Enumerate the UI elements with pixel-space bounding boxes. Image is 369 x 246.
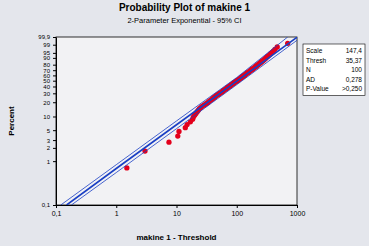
x-tick-label: 0,1: [52, 210, 62, 217]
y-tick-mark: [53, 45, 56, 46]
x-tick-mark: [177, 205, 178, 208]
title: Probability Plot of makine 1: [119, 2, 251, 13]
y-tick: 5: [47, 128, 56, 134]
y-tick-label: 5: [47, 128, 51, 134]
x-tick: 1000: [290, 205, 306, 217]
y-tick-mark: [53, 140, 56, 141]
y-tick-mark: [53, 93, 56, 94]
y-tick: 30: [43, 91, 56, 97]
y-tick: 80: [43, 62, 56, 68]
x-tick: 0,1: [52, 205, 62, 217]
y-tick-mark: [53, 75, 56, 76]
y-tick-label: 99,9: [38, 34, 50, 40]
y-tick-label: 40: [43, 84, 50, 90]
plot: 0,111010010000,1123510203040506070809095…: [38, 34, 305, 217]
y-tick-label: 2: [47, 145, 51, 151]
y-tick-label: 0,1: [42, 202, 51, 208]
line: [61, 37, 288, 205]
marks: [61, 37, 297, 205]
stats-label: P-Value: [306, 85, 329, 92]
y-tick-label: 20: [43, 100, 50, 106]
stats-label: Thresh: [306, 57, 327, 64]
y-tick-label: 30: [43, 91, 50, 97]
y-tick: 50: [43, 78, 56, 84]
y-tick-mark: [53, 161, 56, 162]
point: [175, 133, 180, 138]
y-tick: 40: [43, 84, 56, 90]
y-tick-label: 80: [43, 62, 50, 68]
x-axis-title: makine 1 - Threshold: [136, 233, 216, 242]
x-tick: 1: [115, 205, 119, 217]
y-tick-label: 95: [43, 50, 50, 56]
x-tick-label: 10: [173, 210, 181, 217]
x-tick-mark: [237, 205, 238, 208]
stats-label: N: [306, 66, 311, 73]
y-tick: 0,1: [42, 202, 56, 208]
x-tick-mark: [297, 205, 298, 208]
plot-frame: [56, 37, 297, 205]
y-tick: 99: [43, 42, 56, 48]
y-tick-label: 10: [43, 114, 50, 120]
y-tick-label: 50: [43, 78, 50, 84]
y-tick-label: 99: [43, 42, 50, 48]
x-tick-label: 1000: [290, 210, 306, 217]
y-tick-mark: [53, 58, 56, 59]
y-tick: 20: [43, 100, 56, 106]
y-tick-mark: [53, 130, 56, 131]
y-tick-mark: [53, 70, 56, 71]
stats-box: Scale 147,4 Thresh 35,37 N 100 AD 0,278 P-Value >…: [303, 44, 365, 96]
subtitle: 2-Parameter Exponential - 95% CI: [127, 16, 241, 25]
x-tick: 10: [173, 205, 181, 217]
y-tick: 2: [47, 145, 56, 151]
stats-value: 100: [351, 66, 362, 73]
y-tick: 1: [47, 159, 56, 165]
y-tick-label: 70: [43, 68, 50, 74]
stats-value: 35,37: [346, 57, 363, 64]
y-tick: 95: [43, 50, 56, 56]
stats-label: AD: [306, 76, 315, 83]
y-axis-line: [56, 38, 57, 206]
stats-frame: [303, 44, 365, 96]
stats-label: Scale: [306, 47, 323, 54]
stats-value: 0,278: [346, 76, 363, 83]
y-axis-title: Percent: [7, 106, 16, 136]
x-tick: 100: [231, 205, 243, 217]
x-tick-mark: [116, 205, 117, 208]
y-tick: 60: [43, 73, 56, 79]
y-tick-mark: [53, 205, 56, 206]
y-tick-mark: [53, 53, 56, 54]
y-tick-mark: [53, 148, 56, 149]
y-tick-mark: [53, 86, 56, 87]
point: [166, 140, 171, 145]
y-tick-label: 1: [47, 159, 51, 165]
x-axis: 0,1 1 10 100 1000: [52, 205, 306, 217]
y-tick: 70: [43, 68, 56, 74]
y-tick-mark: [53, 65, 56, 66]
x-tick-label: 1: [115, 210, 119, 217]
line: [71, 40, 297, 205]
x-tick-label: 100: [231, 210, 243, 217]
y-tick: 99,9: [38, 34, 56, 40]
background: [0, 0, 369, 246]
chart: Probability Plot of makine 1 2-Parameter …: [0, 0, 369, 246]
y-tick-mark: [53, 37, 56, 38]
y-tick: 3: [47, 138, 56, 144]
stats-value: >0,250: [342, 85, 362, 92]
point: [176, 129, 181, 134]
y-tick-mark: [53, 116, 56, 117]
y-axis: 0,11235102030405060708090959999,9: [38, 34, 56, 208]
y-tick-mark: [53, 81, 56, 82]
stats-value: 147,4: [346, 47, 363, 54]
y-tick-label: 60: [43, 73, 50, 79]
y-tick-mark: [53, 102, 56, 103]
y-tick: 10: [43, 114, 56, 120]
y-tick-label: 3: [47, 138, 51, 144]
line: [67, 37, 297, 205]
